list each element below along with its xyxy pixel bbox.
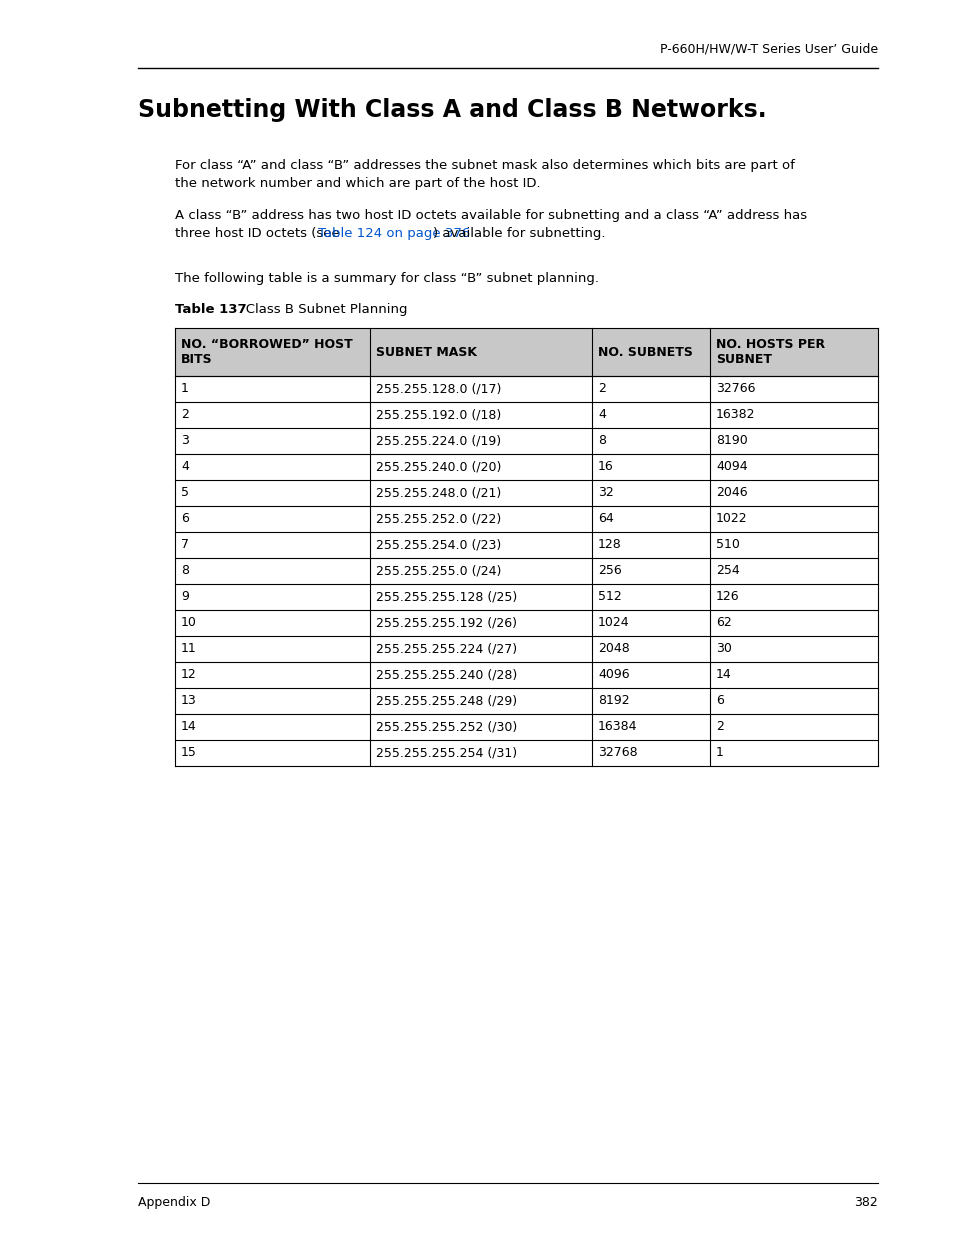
Text: three host ID octets (see: three host ID octets (see: [174, 227, 344, 240]
Text: 382: 382: [853, 1195, 877, 1209]
Text: 7: 7: [181, 538, 189, 552]
Text: 512: 512: [598, 590, 621, 604]
Text: ) available for subnetting.: ) available for subnetting.: [433, 227, 605, 240]
Text: 9: 9: [181, 590, 189, 604]
Text: 255.255.248.0 (/21): 255.255.248.0 (/21): [375, 487, 500, 499]
Text: 1024: 1024: [598, 616, 629, 630]
Text: 510: 510: [716, 538, 740, 552]
Text: 255.255.240.0 (/20): 255.255.240.0 (/20): [375, 461, 501, 473]
Text: 12: 12: [181, 668, 196, 682]
Text: 2048: 2048: [598, 642, 629, 656]
Text: 32768: 32768: [598, 746, 637, 760]
Bar: [174, 329, 877, 375]
Text: 126: 126: [716, 590, 739, 604]
Text: 6: 6: [716, 694, 723, 708]
Text: 30: 30: [716, 642, 731, 656]
Text: 4096: 4096: [598, 668, 629, 682]
Text: Class B Subnet Planning: Class B Subnet Planning: [233, 303, 407, 316]
Text: 255.255.255.128 (/25): 255.255.255.128 (/25): [375, 590, 517, 604]
Text: NO. HOSTS PER
SUBNET: NO. HOSTS PER SUBNET: [716, 338, 824, 366]
Text: 14: 14: [716, 668, 731, 682]
Text: 128: 128: [598, 538, 621, 552]
Text: 10: 10: [181, 616, 196, 630]
Text: 255.255.192.0 (/18): 255.255.192.0 (/18): [375, 409, 500, 421]
Text: 64: 64: [598, 513, 613, 526]
Text: 255.255.255.254 (/31): 255.255.255.254 (/31): [375, 746, 517, 760]
Text: 255.255.255.0 (/24): 255.255.255.0 (/24): [375, 564, 501, 578]
Text: Subnetting With Class A and Class B Networks.: Subnetting With Class A and Class B Netw…: [138, 98, 766, 122]
Text: 256: 256: [598, 564, 621, 578]
Text: 8190: 8190: [716, 435, 747, 447]
Text: Table 124 on page 376: Table 124 on page 376: [317, 227, 470, 240]
Text: 254: 254: [716, 564, 739, 578]
Text: 2: 2: [716, 720, 723, 734]
Text: 255.255.224.0 (/19): 255.255.224.0 (/19): [375, 435, 500, 447]
Text: 8192: 8192: [598, 694, 629, 708]
Text: 8: 8: [181, 564, 189, 578]
Text: 15: 15: [181, 746, 196, 760]
Text: The following table is a summary for class “B” subnet planning.: The following table is a summary for cla…: [174, 272, 598, 285]
Text: 62: 62: [716, 616, 731, 630]
Text: 255.255.255.224 (/27): 255.255.255.224 (/27): [375, 642, 517, 656]
Text: 4094: 4094: [716, 461, 747, 473]
Text: 32: 32: [598, 487, 613, 499]
Text: 8: 8: [598, 435, 605, 447]
Text: 16: 16: [598, 461, 613, 473]
Text: 255.255.255.248 (/29): 255.255.255.248 (/29): [375, 694, 517, 708]
Text: 255.255.252.0 (/22): 255.255.252.0 (/22): [375, 513, 500, 526]
Text: 4: 4: [181, 461, 189, 473]
Text: NO. “BORROWED” HOST
BITS: NO. “BORROWED” HOST BITS: [181, 338, 353, 366]
Text: SUBNET MASK: SUBNET MASK: [375, 346, 476, 358]
Text: 16382: 16382: [716, 409, 755, 421]
Text: 1022: 1022: [716, 513, 747, 526]
Text: 255.255.255.240 (/28): 255.255.255.240 (/28): [375, 668, 517, 682]
Text: 16384: 16384: [598, 720, 637, 734]
Text: A class “B” address has two host ID octets available for subnetting and a class : A class “B” address has two host ID octe…: [174, 209, 806, 222]
Text: 14: 14: [181, 720, 196, 734]
Text: 2046: 2046: [716, 487, 747, 499]
Text: 3: 3: [181, 435, 189, 447]
Text: 6: 6: [181, 513, 189, 526]
Text: 32766: 32766: [716, 383, 755, 395]
Text: 2: 2: [181, 409, 189, 421]
Text: 255.255.255.192 (/26): 255.255.255.192 (/26): [375, 616, 517, 630]
Text: 255.255.255.252 (/30): 255.255.255.252 (/30): [375, 720, 517, 734]
Text: 1: 1: [181, 383, 189, 395]
Text: 11: 11: [181, 642, 196, 656]
Text: 13: 13: [181, 694, 196, 708]
Text: the network number and which are part of the host ID.: the network number and which are part of…: [174, 177, 540, 190]
Text: 4: 4: [598, 409, 605, 421]
Text: NO. SUBNETS: NO. SUBNETS: [598, 346, 692, 358]
Text: Appendix D: Appendix D: [138, 1195, 211, 1209]
Text: P-660H/HW/W-T Series User’ Guide: P-660H/HW/W-T Series User’ Guide: [659, 42, 877, 56]
Text: Table 137: Table 137: [174, 303, 247, 316]
Text: For class “A” and class “B” addresses the subnet mask also determines which bits: For class “A” and class “B” addresses th…: [174, 159, 794, 172]
Text: 2: 2: [598, 383, 605, 395]
Text: 5: 5: [181, 487, 189, 499]
Text: 255.255.128.0 (/17): 255.255.128.0 (/17): [375, 383, 501, 395]
Text: 1: 1: [716, 746, 723, 760]
Text: 255.255.254.0 (/23): 255.255.254.0 (/23): [375, 538, 500, 552]
